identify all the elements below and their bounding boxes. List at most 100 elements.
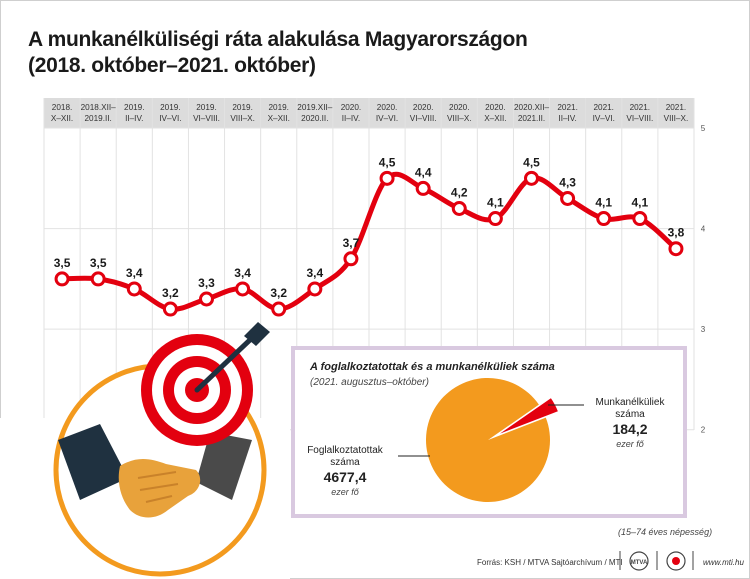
data-label: 3,2 <box>162 286 179 300</box>
period-header-label: 2019.XII– <box>297 103 332 112</box>
period-header-label: VI–VIII. <box>410 114 437 123</box>
data-label: 4,3 <box>559 175 576 189</box>
period-header-label: 2019. <box>160 103 181 112</box>
period-header-label: VI–VIII. <box>626 114 653 123</box>
period-header-label: IV–VI. <box>159 114 181 123</box>
chart-subtitle: (2018. október–2021. október) <box>28 54 316 77</box>
data-point <box>632 211 648 227</box>
data-label: 3,4 <box>126 266 143 280</box>
period-header-label: 2020.II. <box>301 114 328 123</box>
data-point <box>90 271 106 287</box>
data-label: 4,4 <box>415 165 432 179</box>
population-footnote: (15–74 éves népesség) <box>618 527 713 537</box>
data-label: 3,4 <box>234 266 251 280</box>
period-header-label: X–XII. <box>268 114 290 123</box>
period-header-label: VIII–X. <box>447 114 472 123</box>
period-header-label: 2020.XII– <box>514 103 549 112</box>
data-point <box>126 281 142 297</box>
period-header-label: 2018. <box>52 103 73 112</box>
period-header-label: 2019. <box>196 103 217 112</box>
period-header-label: 2020. <box>377 103 398 112</box>
data-point <box>415 180 431 196</box>
period-header-label: 2019. <box>232 103 253 112</box>
data-label: 3,7 <box>343 236 360 250</box>
data-label: 4,5 <box>523 155 540 169</box>
period-header-label: X–XII. <box>51 114 73 123</box>
period-header-label: 2021. <box>593 103 614 112</box>
period-header-label: II–IV. <box>125 114 143 123</box>
handshake-target-illustration <box>0 322 290 579</box>
period-header-label: X–XII. <box>484 114 506 123</box>
employed-label: Foglalkoztatottak száma 4677,4 ezer fő <box>295 445 395 498</box>
pie-slice-employed <box>425 377 550 502</box>
period-header-label: 2019.II. <box>85 114 112 123</box>
handshake-icon <box>118 459 201 518</box>
inset-subtitle: (2021. augusztus–október) <box>310 377 429 388</box>
data-label: 3,4 <box>306 266 323 280</box>
data-label: 4,1 <box>631 196 648 210</box>
data-label: 4,1 <box>487 196 504 210</box>
data-label: 3,2 <box>270 286 287 300</box>
period-header-label: IV–VI. <box>376 114 398 123</box>
period-header-label: 2020. <box>413 103 434 112</box>
period-header-label: 2019. <box>268 103 289 112</box>
data-point <box>560 190 576 206</box>
y-tick-label: 2 <box>701 426 706 435</box>
period-header-label: VIII–X. <box>664 114 689 123</box>
svg-text:MTVA: MTVA <box>631 560 648 566</box>
period-header-label: 2021. <box>557 103 578 112</box>
period-header-label: 2021.II. <box>518 114 545 123</box>
unemployed-value: 184,2 <box>612 421 648 437</box>
employed-label-line2: száma <box>330 457 360 468</box>
period-header-label: 2019. <box>124 103 145 112</box>
period-header-label: 2020. <box>449 103 470 112</box>
period-header-label: 2018.XII– <box>81 103 116 112</box>
period-header-label: II–IV. <box>342 114 360 123</box>
data-point <box>307 281 323 297</box>
right-sleeve-icon <box>196 432 252 500</box>
data-point <box>524 170 539 186</box>
pie-chart <box>425 377 559 502</box>
period-header-label: 2020. <box>341 103 362 112</box>
employed-label-line1: Foglalkoztatottak <box>307 445 383 456</box>
pie-slice-unemployed <box>496 397 559 436</box>
inset-title: A foglalkoztatottak és a munkanélküliek … <box>310 361 555 373</box>
period-header-label: 2021. <box>666 103 687 112</box>
y-tick-label: 3 <box>701 325 706 334</box>
period-header-label: IV–VI. <box>593 114 615 123</box>
data-point <box>54 271 70 287</box>
data-label: 4,2 <box>451 186 468 200</box>
data-point <box>199 291 214 307</box>
period-header-label: VI–VIII. <box>193 114 220 123</box>
y-axis-ticks: 2 3 4 5 <box>701 124 706 435</box>
data-label: 3,3 <box>198 276 215 290</box>
data-label: 4,1 <box>595 196 612 210</box>
y-tick-label: 5 <box>701 124 706 133</box>
data-label: 4,5 <box>379 155 396 169</box>
period-header-label: II–IV. <box>558 114 576 123</box>
data-point <box>379 170 395 186</box>
left-sleeve-icon <box>58 424 128 500</box>
data-point <box>343 251 359 267</box>
employed-unit: ezer fő <box>331 487 359 497</box>
chart-title: A munkanélküliségi ráta alakulása Magyar… <box>28 28 528 51</box>
site-link[interactable]: www.mti.hu <box>703 558 744 567</box>
period-header-label: 2021. <box>630 103 651 112</box>
arrow-icon <box>194 322 270 393</box>
unemployed-label: Munkanélküliek száma 184,2 ezer fő <box>585 397 675 450</box>
data-point <box>162 301 178 317</box>
data-label: 3,5 <box>90 256 107 270</box>
unemployed-label-line2: száma <box>615 409 645 420</box>
footer-logos: MTVA <box>619 551 694 571</box>
y-tick-label: 4 <box>701 225 706 234</box>
unemployed-unit: ezer fő <box>616 439 644 449</box>
data-point <box>487 211 503 227</box>
employed-value: 4677,4 <box>323 469 367 485</box>
period-headers: 2018. X–XII. 2018.XII– 2019.II. 2019. II–IV. 2… <box>51 103 688 123</box>
mtva-logo-icon <box>629 551 649 571</box>
data-point <box>271 301 287 317</box>
source-credit: Forrás: KSH / MTVA Sajtóarchívum / MTI <box>477 558 623 567</box>
period-header-label: VIII–X. <box>230 114 255 123</box>
unemployed-label-line1: Munkanélküliek <box>595 397 665 408</box>
